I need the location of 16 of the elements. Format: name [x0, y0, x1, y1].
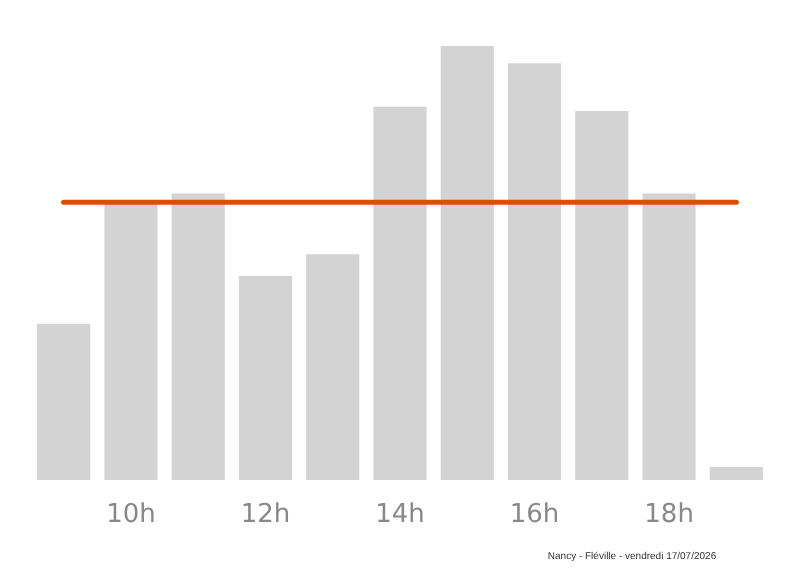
bar: [440, 46, 494, 480]
bar: [37, 323, 91, 480]
bar: [306, 254, 360, 480]
bar: [575, 111, 629, 480]
x-tick-label: 14h: [375, 500, 425, 531]
bar: [238, 276, 293, 480]
x-tick-label: 16h: [509, 500, 560, 531]
bar: [709, 466, 763, 480]
x-tick-label: 10h: [106, 500, 156, 531]
bar: [507, 63, 562, 480]
bar: [642, 193, 696, 480]
bar: [373, 106, 427, 480]
bar: [104, 202, 158, 480]
x-tick-label: 12h: [240, 500, 291, 531]
bar: [171, 193, 225, 480]
x-tick-label: 18h: [644, 500, 694, 531]
